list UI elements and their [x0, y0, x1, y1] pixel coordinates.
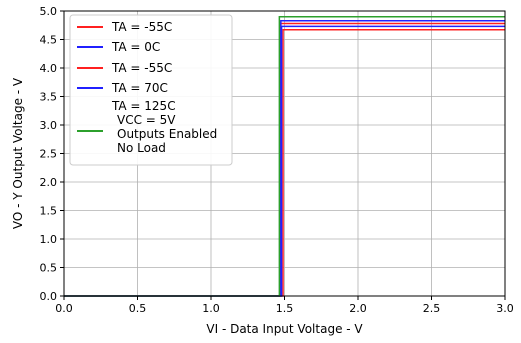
y-tick-label: 3.0 [40, 119, 58, 132]
legend-label: TA = 125C [111, 99, 176, 113]
legend-label: TA = -55C [111, 61, 172, 75]
x-tick-label: 3.0 [496, 302, 514, 315]
y-tick-label: 2.0 [40, 176, 58, 189]
x-tick-label: 2.0 [349, 302, 367, 315]
legend: TA = -55C TA = 0C TA = -55C TA = 70C TA = 12… [69, 14, 233, 166]
tick-layer: 0.0 0.5 1.0 1.5 2.0 2.5 3.0 0.0 0.5 1.0 1.5 2.0 2.5 3… [40, 5, 514, 315]
x-axis-label: VI - Data Input Voltage - V [206, 322, 363, 336]
y-tick-label: 0.0 [40, 290, 58, 303]
legend-label: TA = 0C [111, 40, 160, 54]
x-tick-label: 1.0 [202, 302, 220, 315]
y-tick-label: 2.5 [40, 148, 58, 161]
legend-label: VCC = 5V Outputs Enabled No Load [117, 113, 217, 155]
y-tick-label: 1.0 [40, 233, 58, 246]
y-tick-label: 0.5 [40, 262, 58, 275]
x-tick-label: 1.5 [276, 302, 294, 315]
x-tick-label: 0.0 [55, 302, 73, 315]
x-tick-label: 2.5 [423, 302, 441, 315]
y-tick-label: 1.5 [40, 205, 58, 218]
legend-box [69, 14, 233, 166]
x-tick-label: 0.5 [129, 302, 147, 315]
legend-label: TA = -55C [111, 20, 172, 34]
y-tick-label: 5.0 [40, 5, 58, 18]
y-axis-label: VO - Y Output Voltage - V [11, 77, 25, 229]
y-tick-label: 4.0 [40, 62, 58, 75]
y-tick-label: 3.5 [40, 91, 58, 104]
y-tick-label: 4.5 [40, 34, 58, 47]
legend-label: TA = 70C [111, 81, 168, 95]
